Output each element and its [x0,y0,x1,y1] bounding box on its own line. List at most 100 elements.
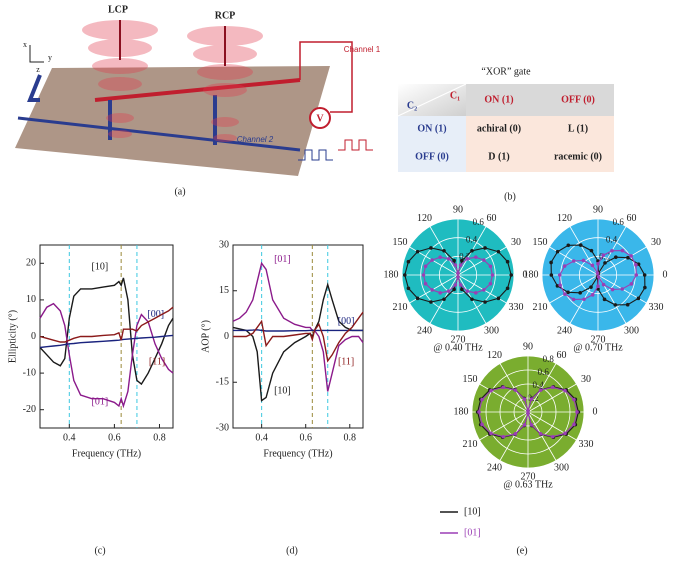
theta-tick-label: 150 [532,237,547,248]
series-point [613,303,618,307]
series-point [501,385,506,390]
theta-tick-label: 90 [593,204,603,215]
series-point [642,273,647,277]
series-point [477,410,481,414]
y-tick-label: 15 [219,285,229,296]
series-point [581,258,586,263]
series-point [474,291,478,295]
series-line [232,261,364,392]
header-row [466,84,614,116]
series-point [483,246,487,250]
x-tick-label: 0.8 [344,432,357,443]
caption: (e) [516,545,527,556]
r-tick-label: 0.2 [459,252,470,262]
r-tick-label: 0.6 [473,217,485,227]
series-point [571,259,576,263]
series-point [489,388,493,393]
lcp-label: LCP [108,4,128,15]
series-point [470,297,474,302]
polar-spoke [499,411,529,461]
series-point [563,388,567,393]
series-point [442,297,446,302]
polar-title: @ 0.63 THz [503,479,553,490]
series-point [480,422,484,427]
series-point [513,388,518,392]
signal-1 [338,139,373,151]
x-tick-label: 0.6 [299,432,312,443]
panel-a: LCP RCP Channel 1 Channel 2 V x y z [15,4,381,176]
y-tick-label: 30 [219,239,229,250]
polar-spoke [527,411,557,461]
theta-tick-label: 90 [453,204,463,215]
theta-tick-label: 60 [557,350,567,361]
r-tick-label: 0.4 [466,234,478,244]
series-point [453,283,458,287]
theta-tick-label: 240 [417,326,432,337]
rcp-beam [187,26,263,142]
theta-tick-label: 30 [651,237,661,248]
channel-2-label: Channel 2 [237,135,274,144]
series-label: [10] [92,261,109,272]
series-line [39,334,174,349]
series-point [529,423,534,427]
y-axis-label: AOP (°) [200,320,211,353]
theta-tick-label: 270 [591,334,606,345]
series-point [538,432,543,436]
theta-tick-label: 60 [627,213,637,224]
cell: L (1) [568,123,588,134]
series-point [566,243,571,248]
theta-tick-label: 180 [524,269,539,280]
series-line [233,329,363,332]
series-point [430,258,434,262]
series-point [538,388,543,392]
series-point [636,296,641,301]
series-point [529,397,534,401]
series-point [603,261,607,265]
column-header: OFF (0) [561,94,595,105]
series-point [634,273,639,277]
series-line [233,311,364,363]
series-point [596,275,601,279]
series-point [601,253,606,257]
series-point [483,300,487,304]
series-point [566,290,570,295]
series-point [470,248,474,253]
series-point [526,408,530,413]
theta-tick-label: 30 [581,374,591,385]
series-point [563,431,567,436]
channel-2-line [17,116,301,152]
series-point [429,300,433,304]
series-point [438,255,442,259]
series-point [601,282,606,287]
theta-tick-label: 270 [451,334,466,345]
series-point [602,297,607,302]
x-tick-label: 0.6 [108,432,121,443]
series-point [549,260,553,265]
column-header: ON (1) [484,94,513,105]
series-point [442,248,446,253]
series-point [474,255,478,259]
polar-spoke [549,274,599,304]
polar-spoke [527,363,557,413]
series-point [458,263,463,267]
voltmeter [309,107,331,129]
series-point [490,273,495,277]
r-tick-label: 0.4 [606,234,618,244]
theta-tick-label: 300 [484,326,499,337]
x-axis-label: Frequency (THz) [72,448,141,459]
series-point [589,248,594,253]
series-point [421,273,426,277]
series-point [480,397,484,402]
series-point [465,289,470,293]
series-point [522,397,527,401]
series-point [509,273,513,277]
series-point [406,286,411,291]
x-axis-label: Frequency (THz) [263,448,332,459]
series-point [438,291,442,295]
series-point [446,257,451,261]
axis-x-label: x [23,40,27,49]
series-point [590,263,595,268]
series-point [596,262,600,266]
series-point [446,289,451,293]
theta-tick-label: 330 [509,302,524,313]
